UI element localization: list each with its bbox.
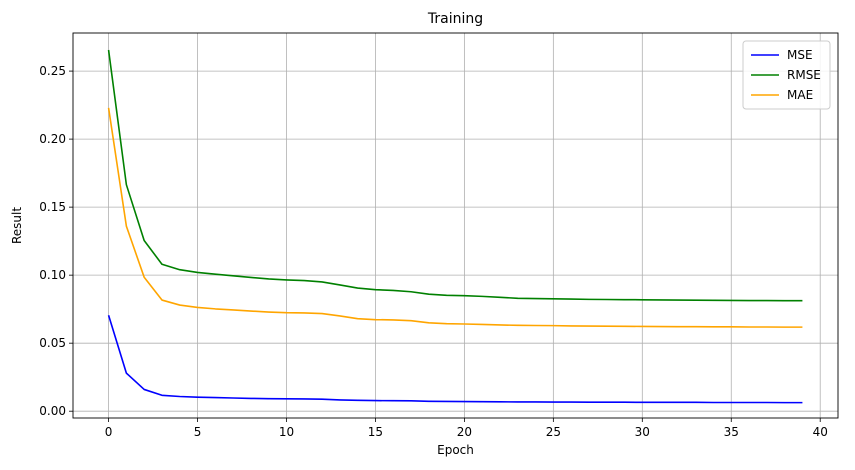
grid-lines <box>73 33 838 418</box>
legend-label-rmse: RMSE <box>787 68 821 82</box>
series-lines <box>107 49 803 404</box>
y-tick-label: 0.15 <box>39 200 66 214</box>
x-tick-label: 20 <box>457 425 472 439</box>
y-tick-label: 0.05 <box>39 336 66 350</box>
y-tick-label: 0.10 <box>39 268 66 282</box>
x-tick-label: 0 <box>105 425 113 439</box>
x-tick-label: 25 <box>546 425 561 439</box>
legend: MSE RMSE MAE <box>742 40 831 110</box>
y-tick-label: 0.20 <box>39 132 66 146</box>
x-tick-label: 40 <box>813 425 828 439</box>
x-tick-label: 35 <box>724 425 739 439</box>
x-axis-label: Epoch <box>437 443 474 457</box>
axis-ticks: 0 5 10 15 20 25 30 35 40 0.00 0.05 0.10 0.15 0.20 0.25 <box>39 64 828 439</box>
x-tick-label: 10 <box>279 425 294 439</box>
series-line-mse <box>107 315 803 404</box>
y-tick-label: 0.25 <box>39 64 66 78</box>
x-tick-label: 5 <box>194 425 202 439</box>
series-line-rmse <box>107 49 803 302</box>
plot-frame <box>72 32 839 419</box>
legend-box <box>742 40 831 110</box>
series-line-mae <box>107 107 803 328</box>
y-tick-label: 0.00 <box>39 404 66 418</box>
x-tick-label: 30 <box>635 425 650 439</box>
legend-label-mse: MSE <box>787 48 813 62</box>
x-tick-label: 15 <box>368 425 383 439</box>
legend-label-mae: MAE <box>787 88 813 102</box>
chart-title: Training <box>427 11 483 27</box>
y-axis-label: Result <box>10 207 24 244</box>
